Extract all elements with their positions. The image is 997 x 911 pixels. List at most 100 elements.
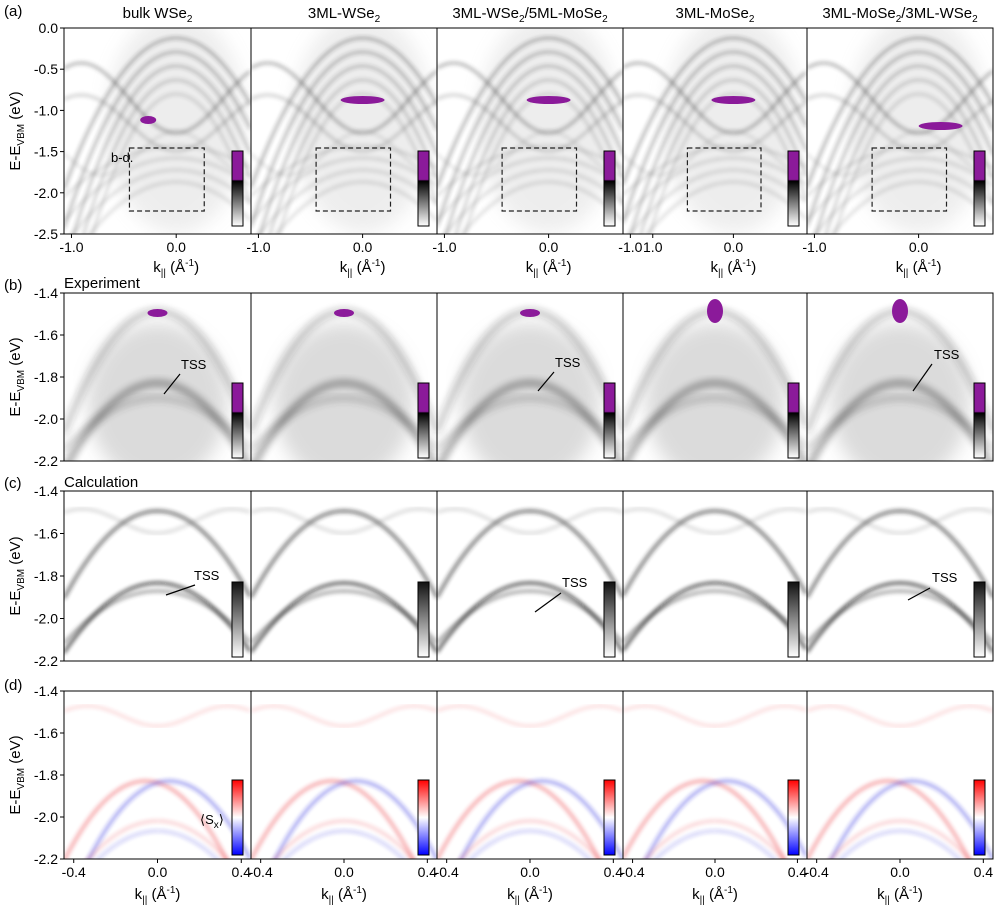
x-tick-label: 1.0 bbox=[643, 239, 663, 255]
tss-annotation: TSS bbox=[907, 570, 958, 601]
x-axis-label: k|| (Å-1) bbox=[340, 258, 386, 279]
panel-c-2 bbox=[250, 490, 438, 662]
colorbar bbox=[787, 779, 800, 856]
x-axis-label: k|| (Å-1) bbox=[711, 258, 757, 279]
panel-label-d: (d) bbox=[4, 677, 22, 694]
tss-label: TSS bbox=[562, 575, 588, 590]
colorbar bbox=[787, 581, 800, 658]
y-axis-label: E-EVBM (eV) bbox=[7, 735, 27, 814]
colorbar bbox=[603, 779, 616, 856]
colorbar bbox=[231, 779, 244, 856]
x-tick-label: 0.0 bbox=[724, 239, 744, 255]
x-tick-label: 0.4 bbox=[232, 864, 252, 880]
x-axis-d-3: -0.4 0.0 0.4 k|| (Å-1) bbox=[435, 859, 624, 906]
y-tick-label: -1.4 bbox=[34, 285, 58, 301]
colorbar bbox=[231, 382, 244, 459]
x-axis-a-2: -1.0 0.0 k|| (Å-1) bbox=[246, 234, 385, 279]
x-tick-label: -1.0 bbox=[618, 239, 642, 255]
panel-a-4 bbox=[622, 27, 808, 235]
y-axis-a: 0.0 -0.5 -1.0 -1.5 -2.0 -2.5 E-EVBM (eV) bbox=[7, 20, 64, 242]
y-tick-label: -2.0 bbox=[34, 185, 58, 201]
y-tick-label: -2.0 bbox=[34, 411, 58, 427]
y-axis-label: E-EVBM (eV) bbox=[7, 536, 27, 615]
y-tick-label: -1.6 bbox=[34, 526, 58, 542]
colorbar bbox=[603, 150, 616, 227]
zoom-region-box bbox=[501, 147, 578, 212]
x-tick-label: 0.4 bbox=[418, 864, 438, 880]
column-title-2: 3ML-WSe2 bbox=[308, 5, 381, 25]
x-tick-label: -1.0 bbox=[246, 239, 270, 255]
y-tick-label: 0.0 bbox=[39, 20, 59, 36]
panel-a-3 bbox=[436, 27, 624, 235]
colorbar bbox=[973, 382, 986, 459]
y-axis-b: -1.4 -1.6 -1.8 -2.0 -2.2 E-EVBM (eV) bbox=[7, 285, 64, 469]
y-axis-label: E-EVBM (eV) bbox=[7, 91, 27, 170]
y-tick-label: -2.0 bbox=[34, 809, 58, 825]
x-tick-label: 0.4 bbox=[974, 864, 994, 880]
column-title-1: bulk WSe2 bbox=[123, 5, 193, 25]
tss-annotation: TSS bbox=[163, 357, 207, 395]
row-title-calculation: Calculation bbox=[64, 474, 138, 491]
colorbar bbox=[603, 382, 616, 459]
x-tick-label: -0.4 bbox=[621, 864, 645, 880]
tss-label: TSS bbox=[181, 357, 207, 372]
panel-c-5 bbox=[806, 490, 994, 662]
x-tick-label: 0.0 bbox=[166, 239, 186, 255]
y-tick-label: -2.5 bbox=[34, 226, 58, 242]
x-tick-label: 0.0 bbox=[334, 864, 354, 880]
intensity-max bbox=[918, 122, 963, 130]
column-title-3: 3ML-WSe2/5ML-MoSe2 bbox=[452, 5, 608, 25]
x-tick-label: -0.4 bbox=[805, 864, 829, 880]
panel-d-5 bbox=[806, 690, 994, 860]
panel-frame bbox=[806, 490, 994, 662]
panel-d-4 bbox=[622, 690, 808, 860]
tss-annotation: TSS bbox=[165, 568, 220, 596]
x-axis-a-1: -1.0 0.0 k|| (Å-1) bbox=[59, 234, 199, 279]
x-tick-label: 0.0 bbox=[909, 239, 929, 255]
box-label: b-d. bbox=[111, 150, 133, 165]
x-tick-label: -0.4 bbox=[249, 864, 273, 880]
zoom-region-box bbox=[128, 147, 205, 212]
y-axis-label: E-EVBM (eV) bbox=[7, 337, 27, 416]
x-tick-label: 0.0 bbox=[890, 864, 910, 880]
panel-label-b: (b) bbox=[4, 277, 22, 294]
y-tick-label: -0.5 bbox=[34, 61, 58, 77]
x-tick-label: 0.4 bbox=[604, 864, 624, 880]
x-axis-a-4: -1.0 0.0 k|| (Å-1) bbox=[618, 234, 756, 279]
tss-label: TSS bbox=[194, 568, 220, 583]
tss-label: TSS bbox=[934, 347, 960, 362]
column-title-4: 3ML-MoSe2 bbox=[676, 5, 755, 25]
panel-frame bbox=[806, 292, 994, 462]
intensity-max bbox=[147, 309, 168, 317]
x-axis-label: k|| (Å-1) bbox=[507, 885, 553, 906]
x-tick-label: -1.0 bbox=[802, 239, 826, 255]
y-tick-label: -1.8 bbox=[34, 568, 58, 584]
panel-a-2 bbox=[250, 27, 438, 235]
x-axis-label: k|| (Å-1) bbox=[526, 258, 572, 279]
panel-b-2 bbox=[250, 292, 438, 462]
intensity-max bbox=[140, 116, 157, 124]
panel-label-c: (c) bbox=[4, 475, 22, 492]
panel-label-a: (a) bbox=[4, 3, 22, 20]
tss-annotation: TSS bbox=[912, 347, 960, 392]
intensity-max bbox=[707, 299, 723, 323]
column-title-5: 3ML-MoSe2/3ML-WSe2 bbox=[822, 5, 978, 25]
x-axis-label: k|| (Å-1) bbox=[321, 885, 367, 906]
panel-d-1 bbox=[63, 690, 252, 860]
y-tick-label: -1.5 bbox=[34, 144, 58, 160]
x-tick-label: -0.4 bbox=[435, 864, 459, 880]
colorbar bbox=[787, 382, 800, 459]
panel-b-1 bbox=[63, 292, 252, 462]
colorbar bbox=[417, 779, 430, 856]
y-tick-label: -1.6 bbox=[34, 725, 58, 741]
x-axis-a-5: -1.0 0.0 k|| (Å-1) bbox=[802, 234, 941, 279]
y-tick-label: -1.8 bbox=[34, 767, 58, 783]
row-title-experiment: Experiment bbox=[64, 275, 141, 292]
x-axis-a-3: -1.0 0.0 1.0 k|| (Å-1) bbox=[432, 234, 663, 279]
y-tick-label: -1.8 bbox=[34, 369, 58, 385]
sx-label: ⟨Sx⟩ bbox=[200, 812, 224, 831]
colorbar bbox=[417, 581, 430, 658]
x-axis-label: k|| (Å-1) bbox=[153, 258, 199, 279]
x-axis-label: k|| (Å-1) bbox=[135, 885, 181, 906]
y-tick-label: -2.2 bbox=[34, 653, 58, 669]
